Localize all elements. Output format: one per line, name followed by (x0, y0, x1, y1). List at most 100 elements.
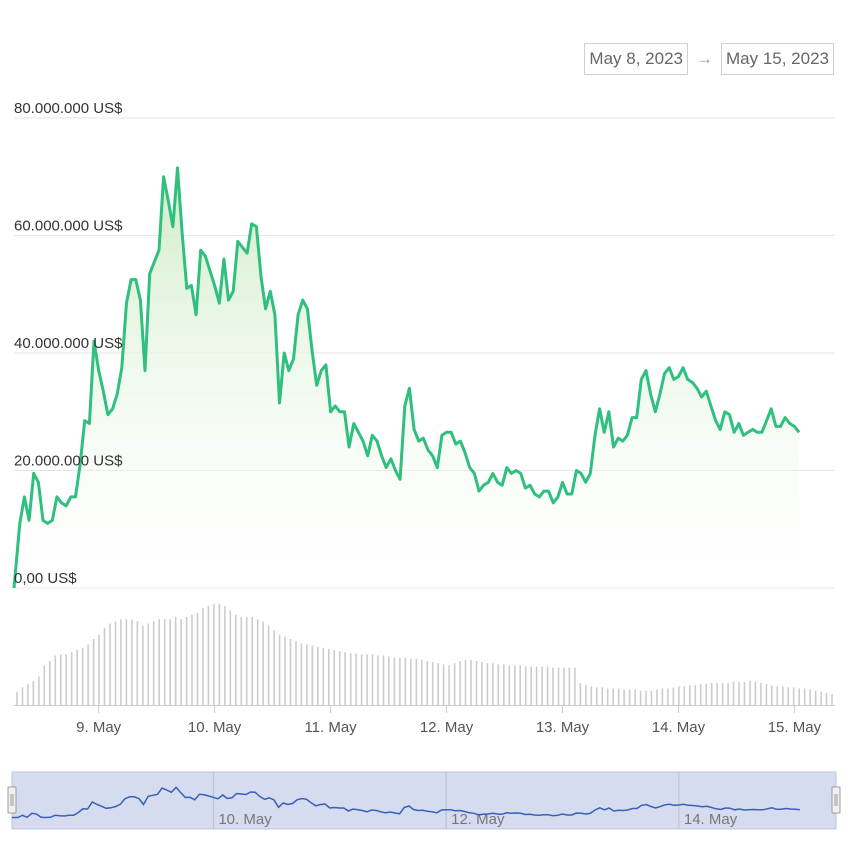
volume-bar (426, 661, 428, 705)
volume-bar (760, 683, 762, 705)
start-date-input[interactable]: May 8, 2023 (584, 43, 688, 75)
navigator-handle-right[interactable] (831, 786, 841, 814)
volume-bar (519, 665, 521, 705)
y-axis-labels: 0,00 US$ 20.000.000 US$ 40.000.000 US$ 60.0… (14, 100, 123, 587)
volume-bar (240, 617, 243, 705)
volume-bar (481, 662, 483, 705)
volume-bar (732, 681, 735, 705)
volume-bar (224, 606, 226, 705)
volume-bar (514, 665, 516, 705)
volume-bar (306, 644, 308, 705)
volume-bar (798, 688, 800, 705)
volume-bar (38, 676, 40, 705)
volume-bar (470, 659, 472, 705)
volume-bar (557, 667, 560, 705)
volume-bar (256, 619, 259, 705)
volume-bar (563, 667, 565, 705)
volume-bar (163, 619, 166, 705)
volume-bar (191, 614, 193, 705)
volume-bar (497, 664, 500, 705)
volume-bar (98, 634, 100, 705)
volume-bar (699, 684, 702, 705)
volume-bar (328, 648, 330, 705)
volume-bar (716, 683, 718, 705)
x-tick-label: 12. May (420, 719, 474, 736)
volume-bar (32, 680, 35, 705)
volume-bar (235, 614, 237, 705)
volume-bar (689, 685, 691, 705)
volume-bar (617, 688, 620, 705)
volume-bar (185, 617, 188, 705)
volume-bar (459, 661, 461, 705)
volume-bar (524, 666, 527, 705)
volume-bar (273, 630, 275, 705)
volume-bars (14, 603, 835, 706)
navigator-label: 10. May (218, 811, 272, 828)
volume-bar (601, 687, 604, 705)
volume-bar (152, 621, 155, 705)
volume-bar (645, 690, 647, 705)
volume-bar (410, 658, 412, 705)
volume-bar (371, 654, 374, 705)
volume-bar (65, 654, 67, 705)
volume-bar (125, 619, 128, 705)
volume-bar (667, 688, 669, 705)
volume-bar (803, 688, 806, 705)
navigator-label: 12. May (451, 811, 505, 828)
volume-bar (820, 691, 822, 705)
volume-bar (114, 621, 117, 705)
volume-bar (727, 683, 729, 705)
volume-bar (568, 667, 571, 705)
navigator-handle-left[interactable] (7, 786, 17, 814)
navigator[interactable]: 10. May 12. May 14. May (7, 771, 841, 830)
volume-bar (503, 664, 505, 705)
y-tick-label: 0,00 US$ (14, 570, 77, 587)
range-arrow: → (695, 49, 713, 68)
volume-bar (776, 686, 779, 705)
volume-bar (131, 619, 133, 705)
volume-bar (147, 623, 150, 705)
volume-bar (683, 686, 686, 705)
volume-bar (21, 687, 24, 705)
volume-bar (81, 647, 84, 705)
volume-bar (831, 694, 833, 705)
volume-bar (142, 625, 144, 705)
volume-bar (814, 690, 817, 705)
area-layer (12, 166, 801, 589)
y-tick-label: 60.000.000 US$ (14, 218, 123, 235)
date-range: May 8, 2023 → May 15, 2023 (584, 43, 834, 75)
volume-bar (486, 663, 489, 705)
end-date-input[interactable]: May 15, 2023 (720, 43, 834, 75)
volume-bar (590, 686, 593, 705)
volume-bar (765, 684, 768, 705)
volume-bar (54, 655, 57, 705)
volume-bar (92, 639, 95, 705)
volume-bar (333, 650, 335, 705)
y-tick-label: 40.000.000 US$ (14, 335, 123, 352)
volume-bar (694, 685, 697, 705)
volume-bar (174, 617, 177, 705)
volume-bar (431, 662, 434, 705)
volume-bar (634, 689, 636, 705)
volume-bar (399, 657, 401, 705)
volume-bar (289, 639, 292, 705)
volume-bar (612, 688, 614, 705)
volume-bar (464, 659, 467, 705)
volume-bar (738, 681, 740, 705)
volume-bar (705, 684, 707, 705)
navigator-label: 14. May (684, 811, 738, 828)
volume-bar (421, 659, 423, 705)
volume-bar (672, 687, 675, 705)
volume-bar (475, 661, 478, 705)
navigator-selection (11, 771, 837, 830)
volume-bar (585, 685, 587, 705)
volume-bar (202, 608, 204, 705)
volume-bar (661, 688, 664, 705)
volume-bar (404, 657, 407, 705)
volume-bar (754, 681, 757, 705)
volume-bar (574, 667, 576, 705)
series-line (12, 166, 801, 589)
volume-bar (278, 634, 281, 705)
volume-bar (453, 663, 456, 705)
volume-bar (317, 646, 319, 705)
